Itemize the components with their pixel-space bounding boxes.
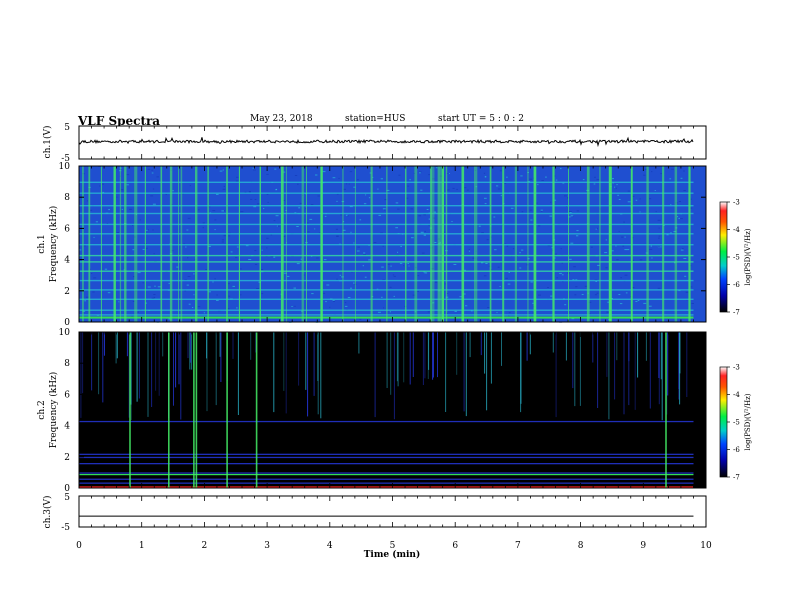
x-tick-label-1: 1 — [139, 541, 145, 551]
ch2-colorbar-label: log(PSD)(V²/Hz) — [744, 393, 752, 450]
ch2-spec-ytick-4: 8 — [64, 359, 70, 369]
ch2-colorbar-tick-4: -7 — [733, 474, 740, 482]
ch1-spec-ytick-4: 8 — [64, 193, 70, 203]
ch1-ytick-bottom: -5 — [61, 154, 70, 164]
ch1-spec-ytick-3: 6 — [64, 224, 70, 234]
x-tick-label-3: 3 — [264, 541, 270, 551]
ch2-colorbar-tick-3: -6 — [733, 446, 740, 454]
ch3-ytick-bottom: -5 — [61, 523, 70, 533]
ch2-spec-ylabel: Frequency (kHz) — [48, 372, 59, 449]
ch1-colorbar-tick-1: -4 — [733, 226, 740, 234]
ch1-spec-ytick-1: 2 — [64, 287, 70, 297]
x-axis: 0 1 2 3 4 5 6 7 8 9 10 — [76, 126, 712, 551]
ch1-colorbar-tick-4: -7 — [733, 309, 740, 317]
ch2-colorbar-tick-0: -3 — [733, 364, 740, 372]
x-tick-label-8: 8 — [578, 541, 584, 551]
ch3-waveform-panel: 5 -5 ch.3(V) — [42, 493, 707, 533]
ch1-waveform-panel: 5 -5 ch.1(V) — [42, 123, 707, 164]
ch1-spec-ylabel: Frequency (kHz) — [48, 206, 59, 283]
ch2-colorbar-tick-1: -4 — [733, 391, 740, 399]
ch2-colorbar: -3 -4 -5 -6 -7 log(PSD)(V²/Hz) — [719, 364, 752, 482]
ch1-waveform-line — [78, 136, 694, 148]
ch2-spec-ytick-1: 2 — [64, 453, 70, 463]
ch1-colorbar-tick-2: -5 — [733, 254, 740, 262]
ch1-spec-ytick-2: 4 — [64, 256, 70, 266]
ch2-colorbar-tick-2: -5 — [733, 419, 740, 427]
x-tick-label-6: 6 — [452, 541, 458, 551]
ch2-spec-ytick-5: 10 — [59, 328, 71, 338]
ch3-wave-ylabel: ch.3(V) — [42, 496, 53, 529]
ch1-wave-ylabel: ch.1(V) — [42, 126, 53, 159]
x-tick-label-7: 7 — [515, 541, 521, 551]
ch1-colorbar-tick-0: -3 — [733, 199, 740, 207]
figure-title: VLF Spectra — [78, 114, 161, 128]
ch1-spec-ytick-5: 10 — [59, 162, 71, 172]
date-label: May 23, 2018 — [250, 114, 313, 124]
x-tick-label-0: 0 — [76, 541, 82, 551]
x-axis-label: Time (min) — [364, 549, 421, 560]
ch1-colorbar-tick-3: -6 — [733, 281, 740, 289]
x-tick-label-2: 2 — [202, 541, 208, 551]
ch3-ytick-top: 5 — [64, 493, 70, 503]
x-tick-label-9: 9 — [640, 541, 646, 551]
x-tick-label-10: 10 — [700, 541, 712, 551]
ch2-spectrogram-panel: 0 2 4 6 8 10 ch.2 Frequency (kHz) — [37, 328, 707, 494]
ch1-spec-ytick-0: 0 — [64, 318, 70, 328]
ch1-spec-channel-label: ch.1 — [37, 234, 47, 253]
ch2-spec-ytick-3: 6 — [64, 390, 70, 400]
ch1-ytick-top: 5 — [64, 123, 70, 133]
ch1-colorbar-label: log(PSD)(V²/Hz) — [744, 228, 752, 285]
ch1-spectrogram-panel: 0 2 4 6 8 10 ch.1 Frequency (kHz) — [37, 162, 707, 328]
x-tick-label-4: 4 — [327, 541, 333, 551]
station-label: station=HUS — [345, 114, 406, 124]
start-ut-label: start UT = 5 : 0 : 2 — [438, 114, 524, 124]
x-tick-label-5: 5 — [390, 541, 396, 551]
ch1-colorbar: -3 -4 -5 -6 -7 log(PSD)(V²/Hz) — [719, 199, 752, 317]
ch2-spec-ytick-2: 4 — [64, 422, 70, 432]
ch2-spec-channel-label: ch.2 — [37, 400, 47, 419]
ch2-spec-ytick-0: 0 — [64, 484, 70, 494]
